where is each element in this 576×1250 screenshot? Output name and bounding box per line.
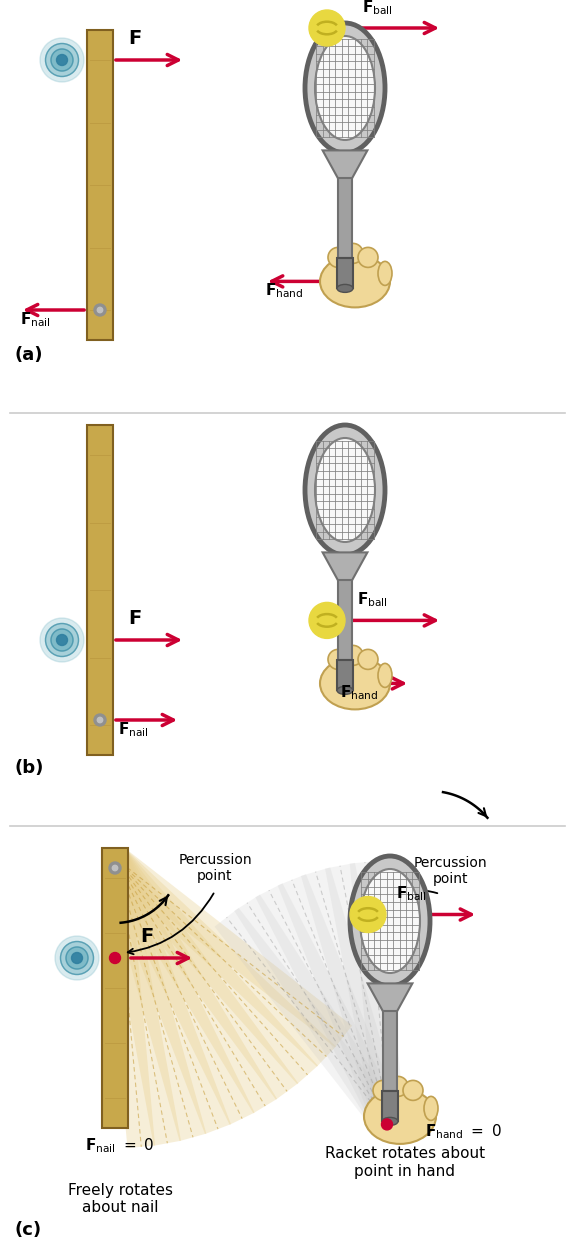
Circle shape (56, 635, 67, 645)
Circle shape (328, 650, 348, 670)
Ellipse shape (320, 658, 390, 710)
Text: $\mathbf{F}_{\mathrm{hand}}$: $\mathbf{F}_{\mathrm{hand}}$ (265, 281, 304, 300)
Text: $\mathbf{F}_{\mathrm{hand}}\ =\ 0$: $\mathbf{F}_{\mathrm{hand}}\ =\ 0$ (425, 1122, 502, 1141)
Circle shape (309, 602, 345, 639)
Ellipse shape (378, 664, 392, 688)
Circle shape (56, 55, 67, 65)
Bar (382, 1091, 398, 1121)
Text: (b): (b) (15, 759, 44, 778)
Bar (87, 425, 113, 755)
Circle shape (97, 718, 103, 722)
Polygon shape (323, 150, 367, 179)
Text: $\mathbf{F}_{\mathrm{ball}}$: $\mathbf{F}_{\mathrm{ball}}$ (357, 590, 388, 609)
Bar (337, 259, 353, 289)
Circle shape (358, 248, 378, 268)
Circle shape (109, 952, 120, 964)
Circle shape (309, 10, 345, 46)
Circle shape (51, 629, 73, 651)
Text: $\mathbf{F}_{\mathrm{hand}}$: $\mathbf{F}_{\mathrm{hand}}$ (340, 684, 378, 702)
Circle shape (403, 1080, 423, 1100)
Circle shape (109, 862, 121, 874)
Polygon shape (367, 984, 412, 1011)
Circle shape (388, 1076, 408, 1096)
Bar (383, 1011, 397, 1091)
Ellipse shape (315, 438, 375, 542)
Ellipse shape (337, 686, 353, 695)
Ellipse shape (315, 36, 375, 140)
Text: $\mathbf{F}_{\mathrm{nail}}$: $\mathbf{F}_{\mathrm{nail}}$ (118, 720, 149, 739)
Text: $\mathbf{F}$: $\mathbf{F}$ (140, 928, 154, 946)
Circle shape (60, 941, 93, 975)
Ellipse shape (360, 869, 420, 972)
Bar (337, 660, 353, 690)
Text: $\mathbf{F}$: $\mathbf{F}$ (128, 609, 142, 628)
Circle shape (343, 244, 363, 264)
Text: (a): (a) (15, 346, 44, 364)
Ellipse shape (424, 1096, 438, 1120)
Ellipse shape (337, 285, 353, 292)
Text: Percussion
point: Percussion point (413, 856, 487, 886)
Ellipse shape (382, 1118, 398, 1125)
Circle shape (358, 650, 378, 670)
Text: Racket rotates about
point in hand: Racket rotates about point in hand (325, 1146, 485, 1179)
Circle shape (343, 645, 363, 665)
Circle shape (40, 38, 84, 82)
Circle shape (46, 624, 78, 656)
Bar (87, 30, 113, 340)
Circle shape (46, 44, 78, 76)
Circle shape (66, 948, 88, 969)
Ellipse shape (320, 255, 390, 308)
Circle shape (328, 248, 348, 268)
Circle shape (94, 304, 106, 316)
Bar (102, 848, 128, 1128)
Circle shape (112, 865, 118, 871)
Text: Percussion
point: Percussion point (178, 853, 252, 884)
Circle shape (51, 49, 73, 71)
Text: $\mathbf{F}_{\mathrm{nail}}$: $\mathbf{F}_{\mathrm{nail}}$ (20, 310, 51, 329)
Polygon shape (323, 552, 367, 580)
Text: $\mathbf{F}_{\mathrm{ball}}$: $\mathbf{F}_{\mathrm{ball}}$ (362, 0, 393, 16)
Ellipse shape (378, 261, 392, 285)
Ellipse shape (350, 856, 430, 986)
Text: (c): (c) (15, 1221, 42, 1239)
Bar (338, 580, 352, 660)
Ellipse shape (305, 425, 385, 555)
Text: $\mathbf{F}$: $\mathbf{F}$ (128, 29, 142, 48)
Circle shape (373, 1080, 393, 1100)
Circle shape (381, 1119, 392, 1130)
Bar (338, 179, 352, 259)
Text: $\mathbf{F}_{\mathrm{nail}}\ =\ 0$: $\mathbf{F}_{\mathrm{nail}}\ =\ 0$ (85, 1136, 155, 1155)
Ellipse shape (364, 1089, 436, 1144)
Circle shape (94, 714, 106, 726)
Ellipse shape (305, 22, 385, 152)
Circle shape (55, 936, 99, 980)
Text: Freely rotates
about nail: Freely rotates about nail (67, 1182, 172, 1215)
Circle shape (40, 618, 84, 662)
Text: $\mathbf{F}_{\mathrm{ball}}$: $\mathbf{F}_{\mathrm{ball}}$ (396, 885, 427, 904)
Circle shape (71, 952, 82, 964)
Circle shape (350, 896, 386, 932)
Circle shape (97, 308, 103, 312)
